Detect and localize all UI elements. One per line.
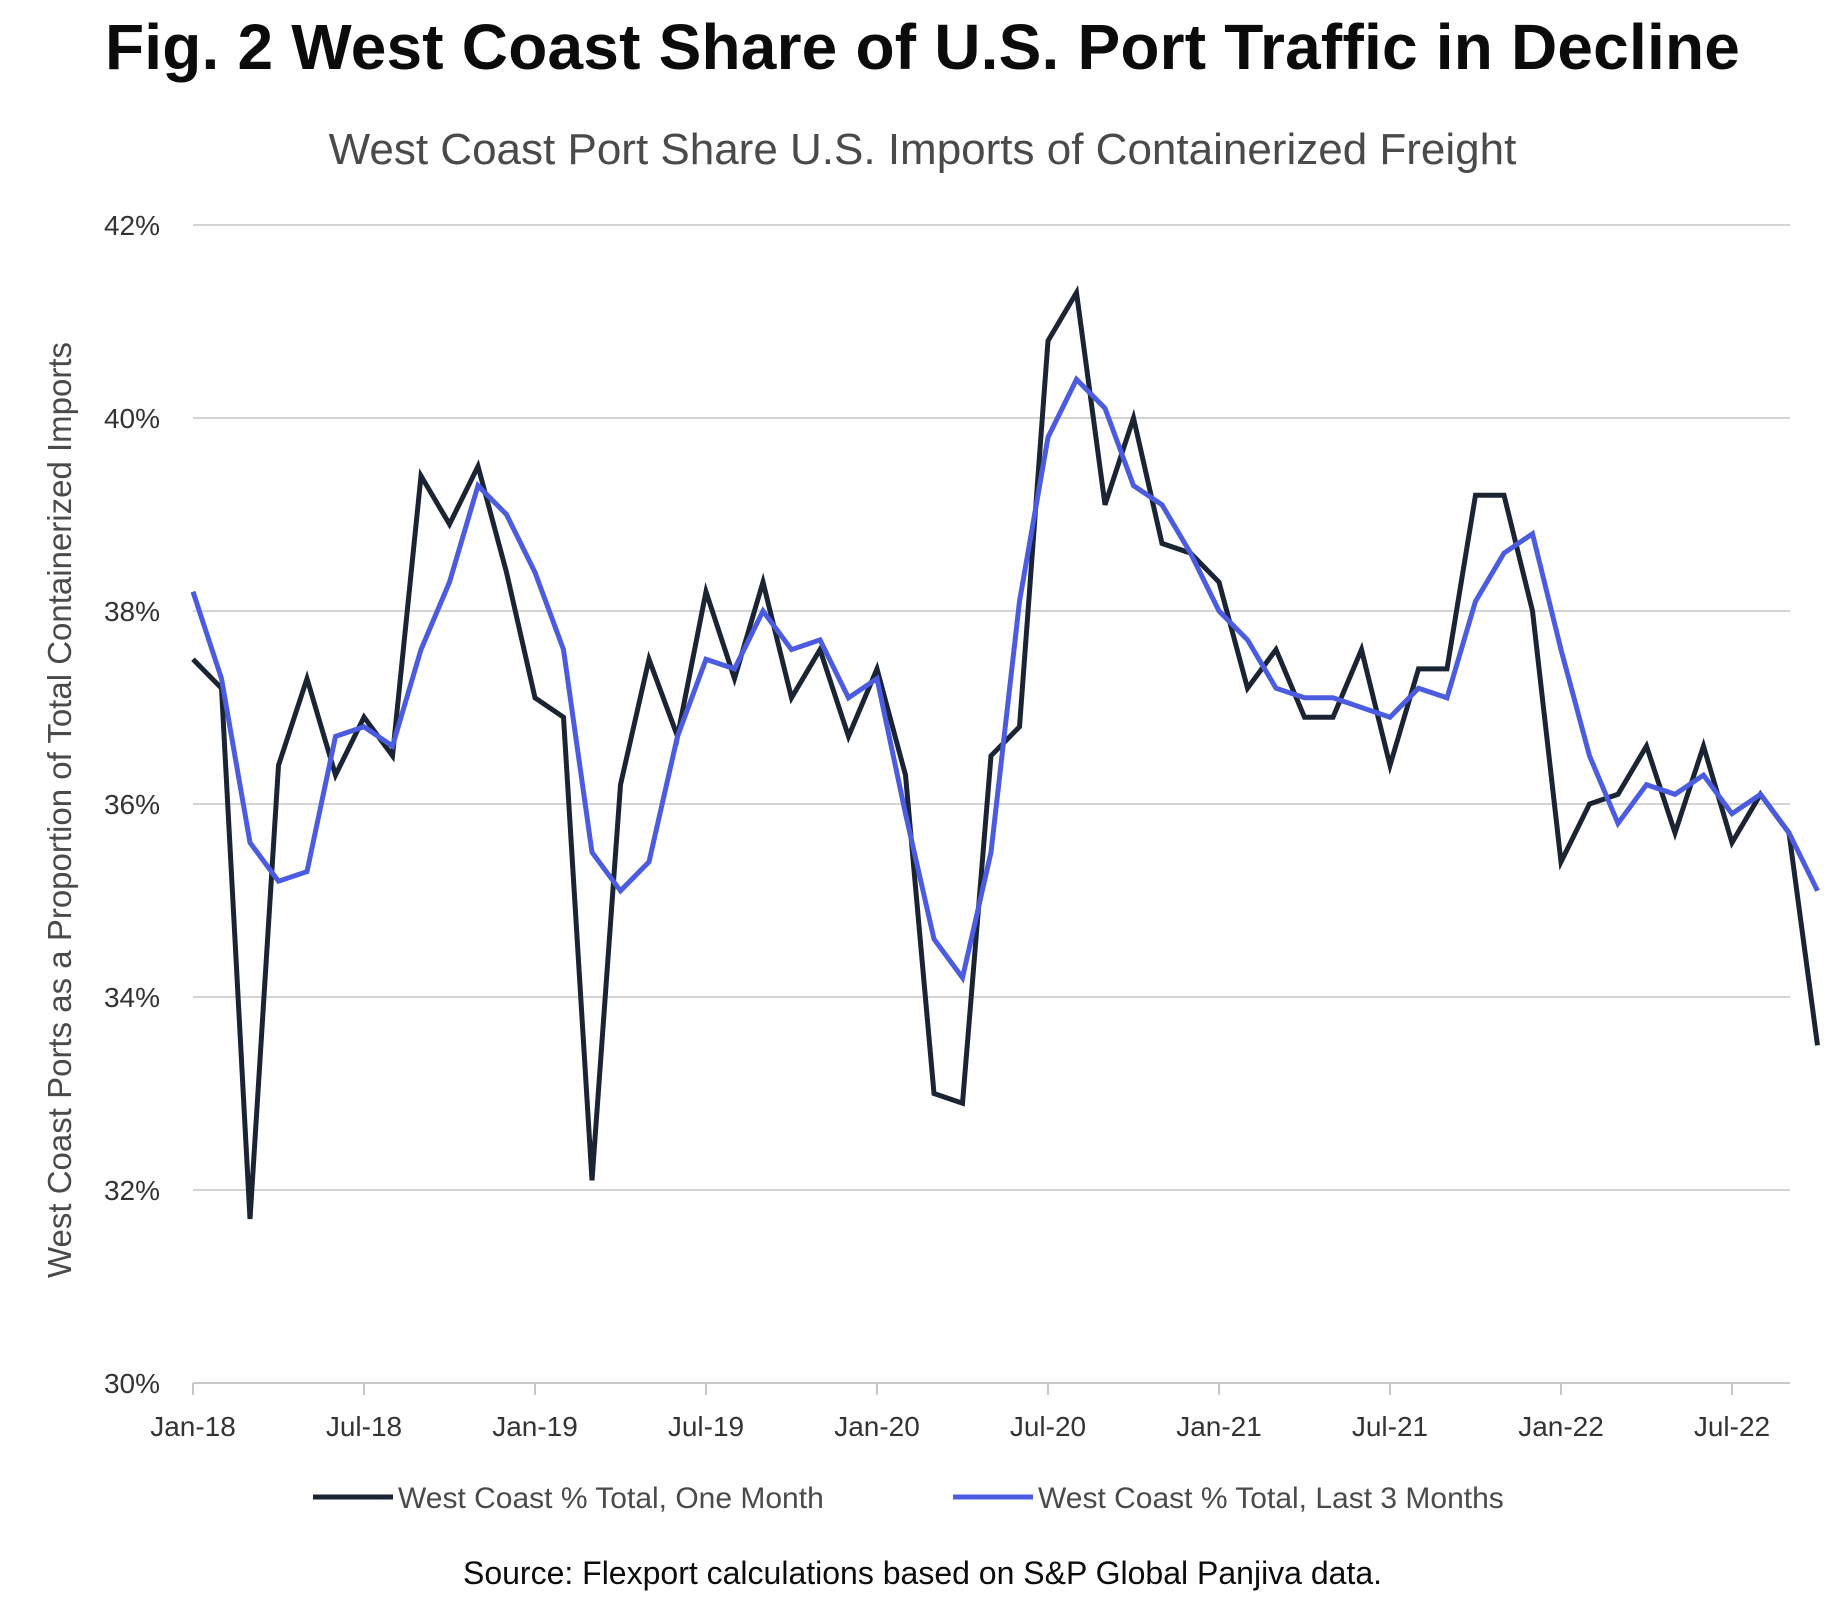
- y-tick-label: 40%: [104, 403, 160, 434]
- grid-lines: [193, 224, 1790, 1191]
- series-line-last-3-months: [190, 375, 1820, 984]
- x-tick-label: Jan-22: [1518, 1411, 1604, 1442]
- x-tick-label: Jul-22: [1694, 1411, 1770, 1442]
- legend: West Coast % Total, One Month West Coast…: [313, 1482, 1504, 1515]
- source-note: Source: Flexport calculations based on S…: [462, 1555, 1383, 1591]
- legend-label-last-3-months: West Coast % Total, Last 3 Months: [1038, 1482, 1504, 1515]
- legend-label-one-month: West Coast % Total, One Month: [398, 1482, 824, 1515]
- x-tick-label: Jul-21: [1352, 1411, 1428, 1442]
- y-tick-label: 34%: [104, 982, 160, 1013]
- series-line-one-month: [191, 285, 1820, 1220]
- y-axis-ticks: 30% 32% 34% 36% 38% 40% 42%: [104, 210, 160, 1399]
- chart-subtitle: West Coast Port Share U.S. Imports of Co…: [328, 125, 1517, 174]
- chart-title: Fig. 2 West Coast Share of U.S. Port Tra…: [104, 11, 1741, 83]
- x-tick-label: Jan-19: [492, 1411, 578, 1442]
- x-tick-label: Jul-18: [326, 1411, 402, 1442]
- x-tick-label: Jan-18: [150, 1411, 236, 1442]
- series-lines: [190, 285, 1820, 1220]
- y-tick-label: 42%: [104, 210, 160, 241]
- x-tick-label: Jan-20: [834, 1411, 920, 1442]
- y-tick-label: 32%: [104, 1175, 160, 1206]
- y-tick-label: 38%: [104, 596, 160, 627]
- x-axis: Jan-18 Jul-18 Jan-19 Jul-19 Jan-20 Jul-20 Jan-…: [150, 1382, 1790, 1442]
- x-tick-label: Jan-21: [1176, 1411, 1262, 1442]
- x-tick-label: Jul-19: [668, 1411, 744, 1442]
- x-tick-label: Jul-20: [1010, 1411, 1086, 1442]
- y-tick-label: 36%: [104, 789, 160, 820]
- y-tick-label: 30%: [104, 1368, 160, 1399]
